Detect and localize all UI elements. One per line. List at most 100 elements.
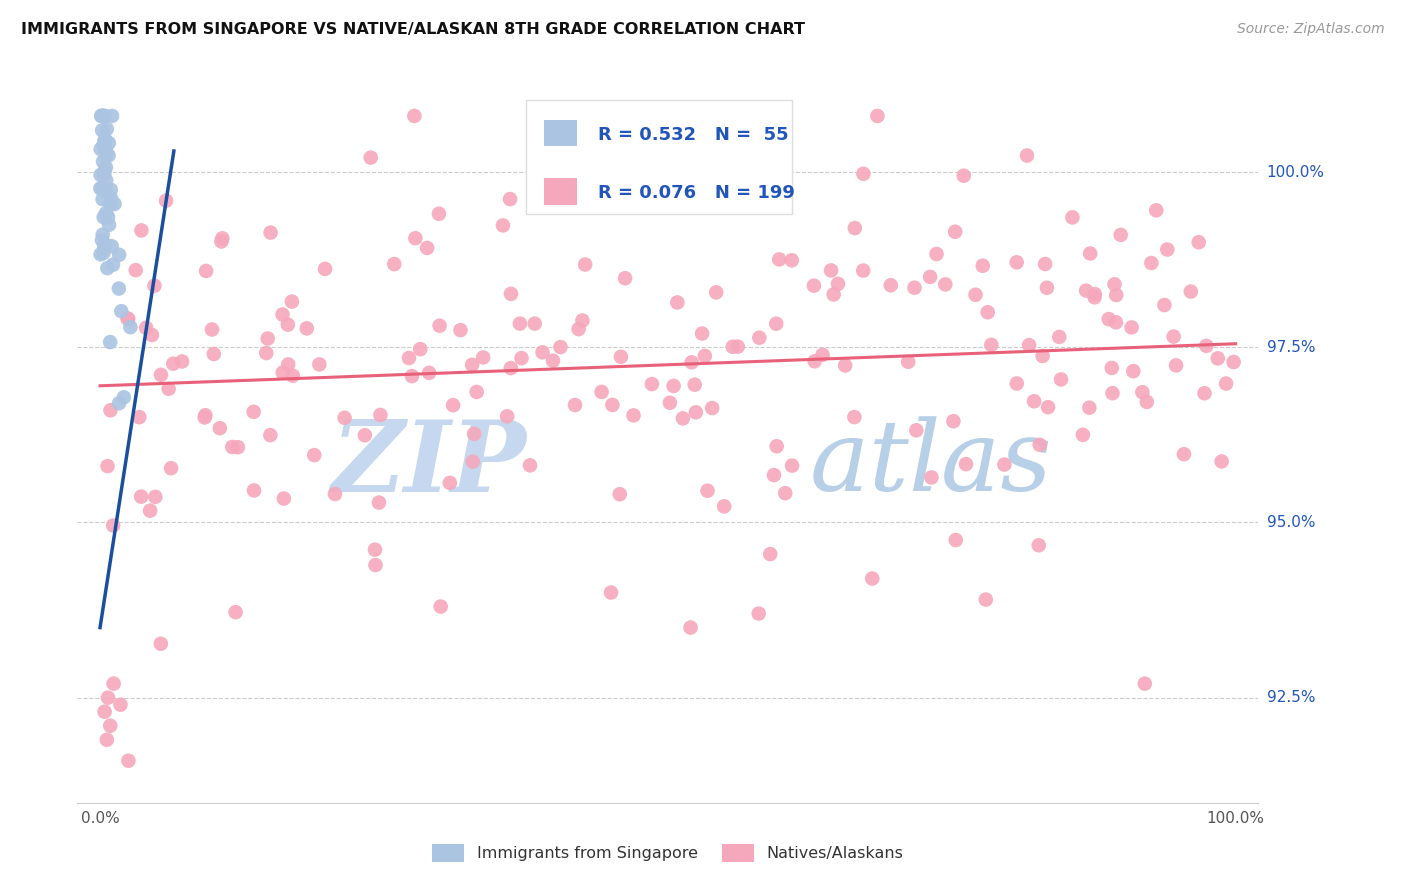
Point (360, 151, 382, 165)
Point (117, 312, 139, 326)
Point (277, 318, 299, 332)
Point (844, 410, 866, 425)
Point (721, 340, 744, 354)
Point (281, 368, 304, 383)
Point (1206, 351, 1229, 366)
Point (94, 183, 117, 197)
Point (110, 698, 132, 712)
Point (97, 210, 120, 224)
Point (157, 382, 180, 396)
Point (1078, 401, 1101, 415)
Point (382, 257, 405, 271)
Point (124, 263, 146, 277)
Point (693, 349, 716, 363)
Point (934, 277, 956, 292)
Point (897, 355, 920, 369)
Point (368, 495, 391, 509)
Point (1153, 298, 1175, 312)
Point (93, 169, 115, 183)
Point (602, 398, 624, 412)
Point (1078, 246, 1101, 260)
Point (277, 358, 299, 372)
Point (700, 401, 723, 415)
Point (139, 503, 162, 517)
Point (1101, 360, 1123, 375)
Point (768, 252, 790, 267)
Point (256, 331, 278, 345)
Point (149, 368, 172, 382)
Point (1074, 284, 1097, 298)
Text: atlas: atlas (810, 417, 1052, 512)
Point (852, 167, 875, 181)
Point (965, 287, 987, 301)
Point (401, 369, 423, 384)
Point (354, 428, 377, 442)
Point (1062, 211, 1084, 225)
Point (974, 592, 997, 607)
Point (765, 439, 787, 453)
Point (1047, 330, 1070, 344)
Point (1015, 148, 1038, 162)
Point (450, 323, 472, 337)
Point (94, 142, 117, 156)
Point (574, 258, 596, 272)
FancyBboxPatch shape (544, 120, 576, 146)
Point (780, 253, 803, 268)
Point (90, 168, 112, 182)
Text: 100.0%: 100.0% (1267, 164, 1324, 179)
Point (89, 181, 111, 195)
Point (1180, 285, 1202, 299)
Point (880, 278, 903, 293)
Point (100, 191, 122, 205)
Point (141, 328, 163, 343)
Point (93, 240, 115, 254)
Point (94, 206, 117, 220)
Point (866, 109, 889, 123)
Point (1105, 288, 1128, 302)
Point (834, 359, 856, 373)
Point (803, 354, 825, 368)
Point (94, 237, 117, 252)
Point (461, 358, 484, 372)
Text: 97.5%: 97.5% (1267, 340, 1315, 355)
Point (194, 409, 217, 423)
Point (226, 440, 249, 454)
Text: R = 0.532   N =  55: R = 0.532 N = 55 (598, 127, 789, 145)
Point (131, 223, 153, 237)
Point (820, 263, 842, 277)
Point (762, 468, 785, 483)
Point (271, 308, 294, 322)
Point (852, 263, 875, 277)
Point (943, 225, 966, 239)
Point (685, 405, 707, 419)
Point (93, 109, 115, 123)
Point (1156, 243, 1178, 257)
FancyBboxPatch shape (544, 178, 576, 204)
Point (1104, 277, 1126, 292)
Point (129, 490, 152, 504)
Point (108, 396, 131, 410)
Point (696, 483, 718, 498)
Text: Source: ZipAtlas.com: Source: ZipAtlas.com (1237, 22, 1385, 37)
Point (96, 261, 118, 276)
Point (1101, 386, 1123, 401)
Point (242, 405, 264, 419)
Point (704, 285, 727, 300)
Point (492, 219, 515, 233)
Point (1005, 255, 1028, 269)
Point (1132, 385, 1154, 400)
Point (465, 384, 488, 399)
Point (404, 231, 426, 245)
Point (1028, 538, 1050, 552)
Point (101, 109, 124, 123)
Point (510, 351, 533, 365)
Point (564, 398, 586, 412)
Point (925, 247, 948, 261)
Point (221, 440, 243, 454)
Point (1144, 203, 1167, 218)
Point (195, 264, 218, 278)
Point (1173, 447, 1195, 461)
Point (472, 351, 495, 365)
Point (143, 278, 166, 293)
Point (1215, 376, 1237, 391)
